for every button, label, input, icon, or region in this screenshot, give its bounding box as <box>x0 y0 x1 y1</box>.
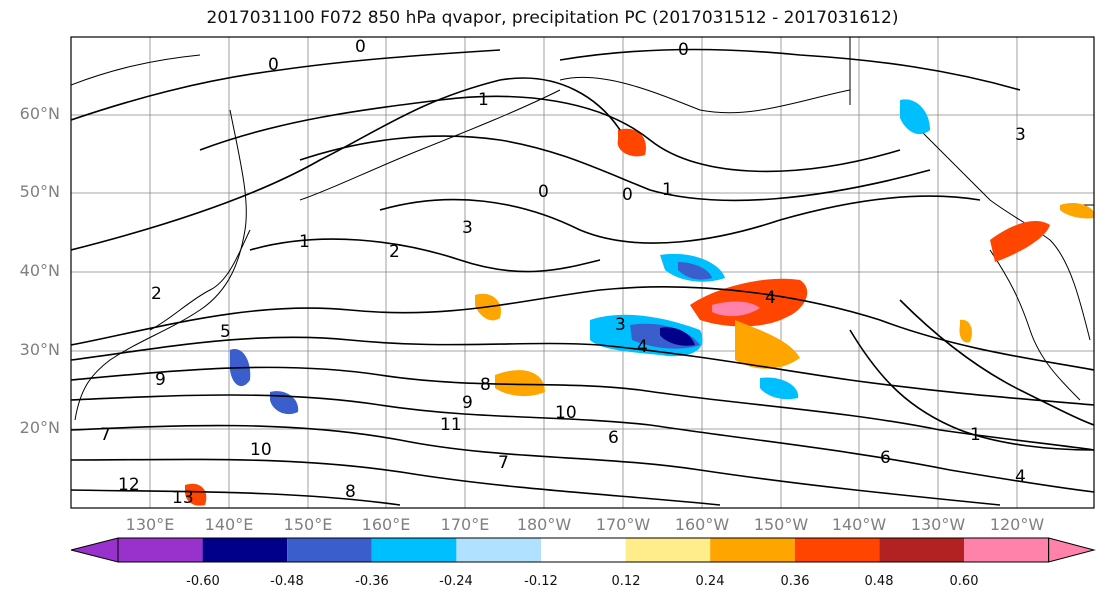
colorbar-segment <box>794 538 880 562</box>
patch-orange-south <box>495 370 545 397</box>
contour-label: 0 <box>355 37 366 57</box>
contour-label: 9 <box>462 393 473 413</box>
colorbar-segment <box>625 538 711 562</box>
lon-label: 150°W <box>753 515 809 534</box>
colorbar-extend-high <box>1048 537 1096 563</box>
patch-blue-gulf2 <box>760 377 799 400</box>
patch-red-coast <box>990 220 1050 262</box>
contour-label: 10 <box>555 403 577 423</box>
lon-label: 130°E <box>125 515 175 534</box>
lat-label: 30°N <box>19 340 60 359</box>
lat-label: 40°N <box>19 261 60 280</box>
contour-label: 11 <box>440 415 462 435</box>
patch-orange-baja <box>959 319 972 343</box>
contour-label: 3 <box>1015 125 1026 145</box>
patch-red-southwest <box>185 483 207 506</box>
colorbar-segment <box>287 538 372 562</box>
contour-label: 12 <box>118 475 140 495</box>
contour-label: 0 <box>268 55 279 75</box>
contour-label: 6 <box>880 448 891 468</box>
patch-orange-coast <box>1060 202 1094 219</box>
colorbar-segment <box>202 538 288 562</box>
patch-orange-gulf <box>690 278 808 327</box>
colorbar-segment <box>879 538 964 562</box>
colorbar-tick: -0.36 <box>355 574 389 589</box>
patch-red-north <box>617 128 646 157</box>
colorbar-tick: -0.24 <box>439 574 473 589</box>
contour-label-group: 0 0 0 0 0 1 1 1 1 2 2 3 3 3 4 4 4 5 6 7 … <box>100 37 1026 508</box>
contour-label: 8 <box>480 375 491 395</box>
coastlines <box>71 37 1094 421</box>
colorbar-segment <box>118 538 203 562</box>
contour-label: 0 <box>538 182 549 202</box>
colorbar-tick: 0.36 <box>780 574 810 589</box>
lon-label: 140°E <box>204 515 254 534</box>
contour-label: 6 <box>608 428 619 448</box>
lat-label: 20°N <box>19 418 60 437</box>
colorbar-segment <box>541 538 626 562</box>
coastline-japan <box>149 229 251 331</box>
contour-label: 3 <box>462 218 473 238</box>
contour-label: 8 <box>345 482 356 502</box>
precip-patches <box>185 99 1094 506</box>
lat-label: 60°N <box>19 104 60 123</box>
lon-label: 120°W <box>989 515 1045 534</box>
lon-label: 170°W <box>595 515 651 534</box>
patch-blue-alaska <box>900 99 930 135</box>
patch-darkblue-upper <box>678 262 712 280</box>
contour-label: 4 <box>637 337 648 357</box>
contour-label: 7 <box>100 425 111 445</box>
lat-label: 50°N <box>19 182 60 201</box>
contour-label: 10 <box>250 440 272 460</box>
contour-label: 9 <box>155 370 166 390</box>
colorbar-frame <box>117 537 1050 563</box>
colorbar-tick: 0.60 <box>949 574 979 589</box>
contour-label: 3 <box>615 315 626 335</box>
contour-label: 1 <box>662 180 673 200</box>
contour-label: 7 <box>498 453 509 473</box>
patch-yellow <box>735 320 800 369</box>
lon-label: 170°E <box>440 515 490 534</box>
map-frame <box>70 36 1095 509</box>
colorbar-tick: -0.48 <box>270 574 304 589</box>
contour-label: 13 <box>172 488 194 508</box>
contour-label: 4 <box>1015 467 1026 487</box>
colorbar-tick: 0.12 <box>611 574 641 589</box>
contour-lines <box>71 48 1094 506</box>
colorbar-segment <box>371 538 457 562</box>
contour-label: 0 <box>622 185 633 205</box>
colorbar-tick: 0.24 <box>695 574 725 589</box>
contour-label: 1 <box>478 90 489 110</box>
coastline-aleutians <box>299 89 561 201</box>
colorbar-tick: 0.48 <box>864 574 894 589</box>
colorbar-segment <box>710 538 795 562</box>
coastline-asia <box>71 54 247 421</box>
contour-label: 4 <box>765 288 776 308</box>
colorbar-segment <box>456 538 541 562</box>
patch-navy <box>660 327 695 346</box>
contour-label: 2 <box>389 242 400 262</box>
colorbar-tick: -0.60 <box>186 574 220 589</box>
lon-label: 160°E <box>361 515 411 534</box>
contour-label: 1 <box>299 232 310 252</box>
map-title: 2017031100 F072 850 hPa qvapor, precipit… <box>206 8 899 28</box>
coastline-alaska <box>559 76 1091 341</box>
contour-label: 0 <box>678 40 689 60</box>
patch-pink <box>712 301 760 317</box>
lon-label: 160°W <box>674 515 730 534</box>
lon-label: 180°W <box>516 515 572 534</box>
lon-label: 140°W <box>831 515 887 534</box>
contour-label: 5 <box>220 322 231 342</box>
lon-label: 130°W <box>910 515 966 534</box>
lon-label: 150°E <box>283 515 333 534</box>
colorbar-tick: -0.12 <box>524 574 558 589</box>
patch-blue-west2 <box>270 391 299 415</box>
colorbar <box>70 537 1096 563</box>
colorbar-extend-low <box>70 537 119 563</box>
contour-label: 1 <box>970 425 981 445</box>
contour-label: 2 <box>151 284 162 304</box>
coastline-north-america <box>989 249 1081 401</box>
colorbar-segment <box>964 538 1049 562</box>
